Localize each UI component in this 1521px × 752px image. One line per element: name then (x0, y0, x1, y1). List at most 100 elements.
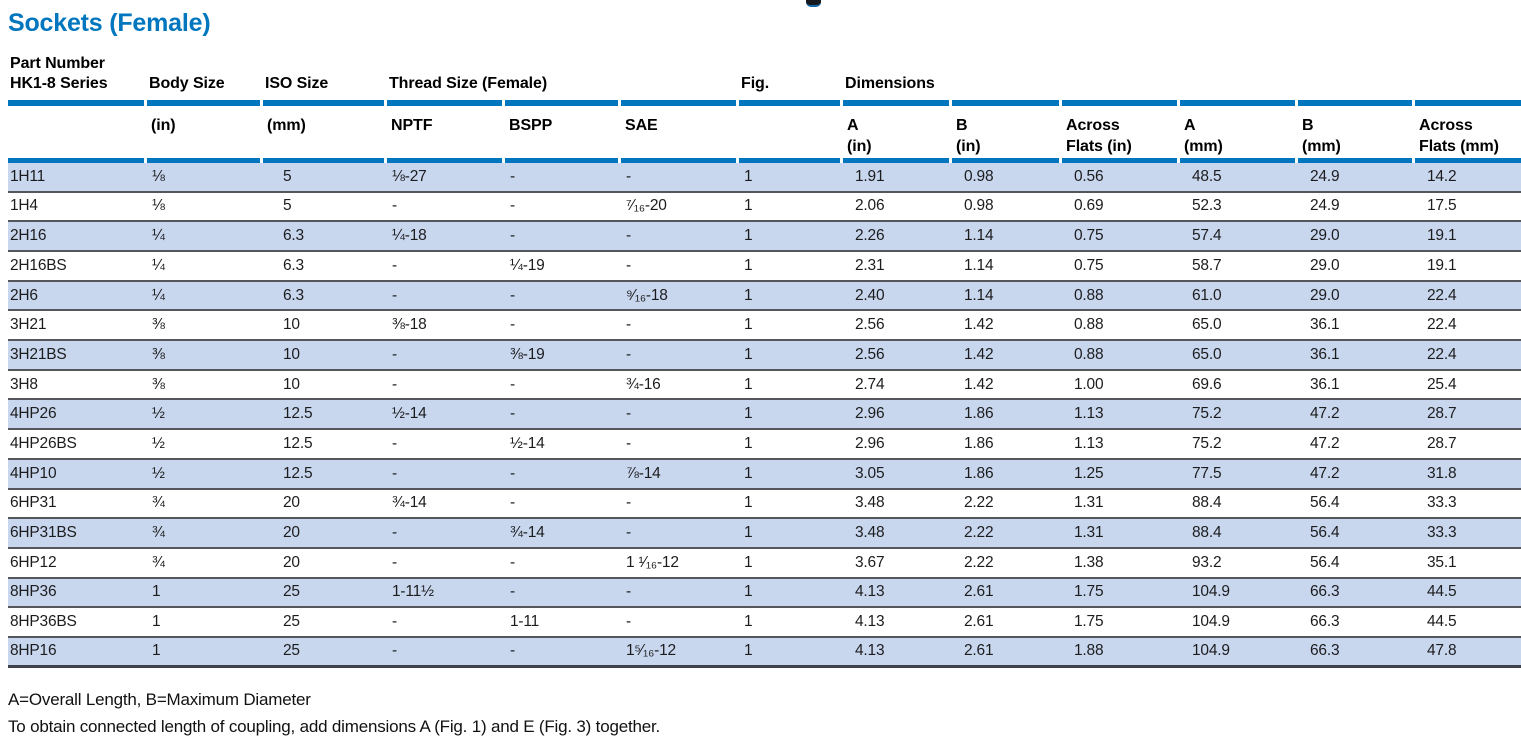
spec-cell: - (505, 281, 621, 312)
spec-cell: 1.75 (1062, 608, 1181, 638)
spec-cell: 2.31 (843, 252, 953, 282)
spec-cell: 93.2 (1180, 548, 1299, 579)
spec-cell: 57.4 (1180, 222, 1299, 252)
header-rule-top (8, 99, 1521, 106)
spec-cell: 14.2 (1415, 162, 1521, 193)
spec-cell: 3.48 (843, 489, 953, 520)
spec-cell: 1 (739, 281, 844, 312)
header-rule-segment (739, 157, 844, 163)
footnotes: A=Overall Length, B=Maximum Diameter To … (8, 686, 660, 740)
spec-cell: 22.4 (1415, 281, 1521, 312)
spec-cell: 29.0 (1298, 281, 1416, 312)
table-row: 3H8 ⅜ 10- - ¾-16 1 2.74 1.42 1.00 69.6 36.1 25.4 (8, 370, 1521, 401)
header-rule-segment (952, 157, 1063, 163)
header-rule-segment (843, 99, 953, 106)
header-rule-segment (505, 157, 621, 163)
spec-cell: 1 (739, 519, 844, 549)
spec-cell: 1 (739, 608, 844, 638)
col-header-body-size: Body Size (149, 75, 225, 93)
col-header-iso-size: ISO Size (265, 75, 329, 93)
spec-cell: ½ (147, 430, 263, 460)
spec-cell: 58.7 (1180, 252, 1299, 282)
spec-cell: 2.22 (952, 489, 1063, 520)
spec-cell: 10 (263, 311, 387, 342)
spec-cell: ⅜-19 (505, 341, 621, 371)
spec-cell: 47.2 (1298, 459, 1416, 490)
part-number-cell: 6HP12 (8, 548, 147, 579)
col-header-part-number: Part Number HK1-8 Series (10, 55, 108, 93)
spec-cell: 28.7 (1415, 400, 1521, 431)
spec-cell: 25 (263, 637, 387, 668)
cropped-heading-fragment (806, 0, 821, 7)
spec-cell: 1 (739, 370, 844, 401)
header-rule-segment (147, 99, 263, 106)
table-body: 1H11 ⅛ 5 ⅛-27- -1 1.91 0.98 0.56 48.5 24.9 14.2 1H4… (8, 162, 1521, 668)
spec-cell: 6.3 (263, 281, 387, 312)
spec-cell: 0.88 (1062, 281, 1181, 312)
table-row: 8HP16 1 25- -1⁵⁄₁₆-12 1 4.13 2.61 1.88 104.9 66.3… (8, 637, 1521, 668)
table-row: 2H16 ¼ 6.3 ¼-18- -1 2.26 1.14 0.75 57.4 29.0 19.1 (8, 222, 1521, 252)
spec-cell: - (387, 370, 505, 401)
spec-cell: 10 (263, 341, 387, 371)
spec-cell: 1.14 (952, 281, 1063, 312)
spec-cell: 1.25 (1062, 459, 1181, 490)
sub-header-across-flats-in: Across Flats (in) (1066, 116, 1132, 156)
spec-cell: 33.3 (1415, 519, 1521, 549)
spec-cell: 2.61 (952, 608, 1063, 638)
spec-cell: 2.61 (952, 578, 1063, 609)
spec-cell: 36.1 (1298, 341, 1416, 371)
spec-cell: 1.13 (1062, 400, 1181, 431)
spec-cell: 1.86 (952, 400, 1063, 431)
spec-cell: ⅛-27 (387, 162, 505, 193)
spec-cell: 25 (263, 608, 387, 638)
spec-cell: - (621, 222, 740, 252)
spec-cell: - (505, 222, 621, 252)
spec-cell: 36.1 (1298, 370, 1416, 401)
spec-cell: 2.56 (843, 341, 953, 371)
sub-header-across-flats-mm: Across Flats (mm) (1419, 116, 1499, 156)
part-number-cell: 1H11 (8, 162, 147, 193)
spec-cell: 1.42 (952, 341, 1063, 371)
spec-cell: - (505, 311, 621, 342)
spec-cell: ⁹⁄₁₆-18 (621, 281, 740, 312)
header-rule-segment (621, 99, 740, 106)
spec-cell: 44.5 (1415, 608, 1521, 638)
spec-cell: - (505, 370, 621, 401)
header-rule-segment (1415, 157, 1521, 163)
spec-cell: 0.56 (1062, 162, 1181, 193)
part-number-cell: 4HP26BS (8, 430, 147, 460)
spec-cell: 1 (147, 578, 263, 609)
part-number-cell: 3H8 (8, 370, 147, 401)
part-number-cell: 6HP31 (8, 489, 147, 520)
header-rule-segment (1180, 157, 1299, 163)
spec-cell: 2.22 (952, 519, 1063, 549)
part-number-cell: 1H4 (8, 192, 147, 223)
spec-cell: 1.31 (1062, 489, 1181, 520)
spec-cell: ⅞-14 (621, 459, 740, 490)
spec-cell: ⁷⁄₁₆-20 (621, 192, 740, 223)
part-number-cell: 3H21BS (8, 341, 147, 371)
spec-cell: 25.4 (1415, 370, 1521, 401)
part-number-cell: 2H6 (8, 281, 147, 312)
spec-cell: 88.4 (1180, 519, 1299, 549)
spec-cell: 1⁵⁄₁₆-12 (621, 637, 740, 668)
spec-cell: 29.0 (1298, 222, 1416, 252)
header-rule-segment (8, 157, 147, 163)
table-row: 3H21 ⅜ 10 ⅜-18- -1 2.56 1.42 0.88 65.0 36.1 22.4 (8, 311, 1521, 342)
spec-cell: 33.3 (1415, 489, 1521, 520)
spec-cell: - (621, 162, 740, 193)
part-number-cell: 4HP26 (8, 400, 147, 431)
spec-cell: 104.9 (1180, 578, 1299, 609)
spec-cell: 1.75 (1062, 578, 1181, 609)
spec-cell: 25 (263, 578, 387, 609)
spec-cell: 10 (263, 370, 387, 401)
spec-cell: 2.40 (843, 281, 953, 312)
spec-cell: - (387, 459, 505, 490)
header-rule-segment (263, 157, 387, 163)
spec-cell: - (621, 311, 740, 342)
spec-cell: 4.13 (843, 637, 953, 668)
spec-cell: - (621, 578, 740, 609)
spec-cell: - (387, 430, 505, 460)
spec-cell: 6.3 (263, 222, 387, 252)
